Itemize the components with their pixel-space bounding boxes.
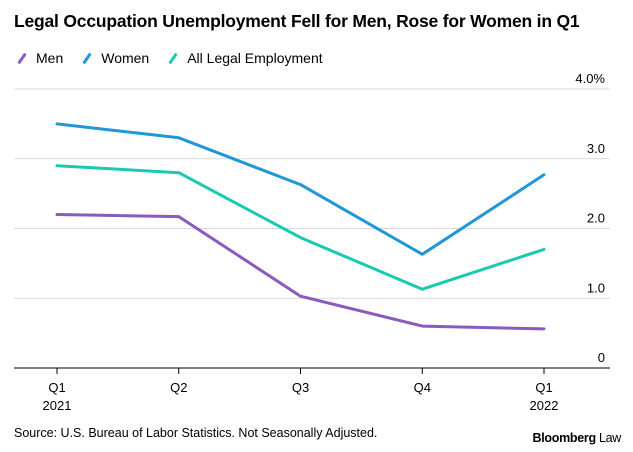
source-note: Source: U.S. Bureau of Labor Statistics.… xyxy=(14,426,378,440)
series-line-all xyxy=(55,164,546,291)
legend-item-men: Men xyxy=(14,50,63,66)
brand-suffix: Law xyxy=(598,431,621,445)
y-tick-label: 1.0 xyxy=(587,280,605,295)
y-tick-label: 2.0 xyxy=(587,211,605,226)
x-tick-label: Q2 xyxy=(170,380,187,395)
x-tick-year-label: 2021 xyxy=(43,398,72,413)
legend-label-all: All Legal Employment xyxy=(187,50,323,66)
legend-item-women: Women xyxy=(79,50,149,66)
brand-name: Bloomberg xyxy=(532,431,597,445)
y-tick-label: 0 xyxy=(598,350,605,365)
series-line-women xyxy=(55,122,546,256)
x-tick-label: Q4 xyxy=(414,380,431,395)
y-tick-label: 4.0% xyxy=(575,71,605,86)
x-tick-label: Q1 xyxy=(535,380,552,395)
y-tick-label: 3.0 xyxy=(587,141,605,156)
series-line-men xyxy=(55,213,546,331)
chart-title: Legal Occupation Unemployment Fell for M… xyxy=(14,11,580,31)
chart-legend: Men Women All Legal Employment xyxy=(14,50,339,66)
legend-label-men: Men xyxy=(36,50,64,66)
x-tick-label: Q3 xyxy=(292,380,309,395)
legend-label-women: Women xyxy=(101,50,150,66)
x-tick-label: Q1 xyxy=(48,380,65,395)
legend-item-all: All Legal Employment xyxy=(165,50,323,66)
x-tick-year-label: 2022 xyxy=(530,398,559,413)
brand-logo: Bloomberg Law xyxy=(533,431,622,445)
